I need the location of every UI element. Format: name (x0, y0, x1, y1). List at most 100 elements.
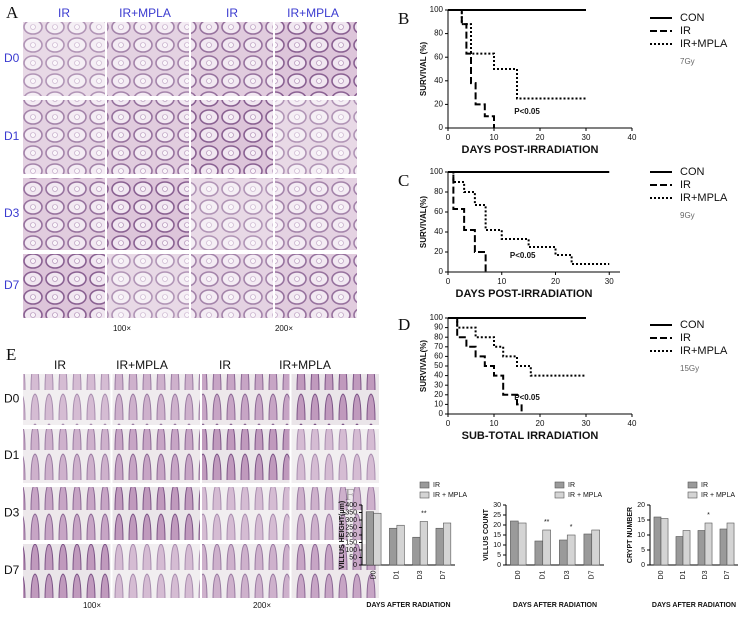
micrograph (275, 100, 357, 174)
bar (396, 524, 405, 566)
x-axis-label: DAYS AFTER RADIATION (652, 602, 736, 609)
y-tick-label: 0 (439, 123, 444, 132)
bar (704, 522, 713, 566)
y-tick-label: 50 (349, 554, 357, 561)
y-tick-label: 100 (430, 167, 444, 176)
y-tick-label: 15 (493, 532, 501, 539)
y-tick-label: 80 (434, 187, 443, 196)
y-tick-label: 80 (434, 332, 443, 341)
panel-label: C (398, 171, 409, 190)
x-tick-label: D3 (702, 570, 709, 579)
y-tick-label: 20 (434, 100, 443, 109)
panel-label: A (6, 3, 19, 22)
micrograph (191, 178, 273, 250)
x-tick-label: 10 (497, 277, 506, 286)
row-label: D1 (4, 448, 20, 462)
magnification: 100× (83, 601, 101, 610)
y-tick-label: 80 (434, 29, 443, 38)
y-tick-label: 30 (493, 502, 501, 509)
x-axis-label: DAYS POST-IRRADIATION (456, 288, 593, 300)
x-tick-label: 0 (446, 419, 451, 428)
bar (591, 529, 600, 566)
y-tick-label: 250 (345, 524, 357, 531)
panel-label: B (398, 9, 409, 28)
x-axis-label: SUB-TOTAL IRRADIATION (462, 430, 599, 442)
y-tick-label: 90 (434, 323, 443, 332)
panel-label: D (398, 315, 410, 334)
bar (566, 534, 576, 566)
bar (534, 540, 544, 566)
micrograph (23, 22, 105, 96)
y-axis-label: CRYPT NUMBER (627, 507, 634, 563)
x-tick-label: 0 (446, 133, 451, 142)
x-tick-label: D1 (680, 570, 687, 579)
x-tick-label: 30 (582, 133, 591, 142)
y-tick-label: 0 (353, 562, 357, 569)
bar (435, 527, 444, 566)
legend-swatch (554, 481, 565, 489)
micrograph (112, 487, 200, 540)
micrograph (23, 544, 111, 598)
micrograph (107, 22, 189, 96)
y-tick-label: 0 (497, 562, 501, 569)
significance: * (570, 524, 573, 531)
x-tick-label: D0 (658, 570, 665, 579)
significance: ** (421, 510, 427, 517)
micrograph (107, 254, 189, 318)
column-header: IR (54, 358, 66, 372)
legend-swatch (554, 491, 565, 499)
y-tick-label: 20 (434, 247, 443, 256)
micrograph (23, 254, 105, 318)
micrograph (23, 429, 111, 483)
bar (389, 527, 398, 566)
row-label: D0 (4, 51, 20, 65)
legend-label: IR (680, 25, 691, 37)
survival-line (448, 317, 523, 414)
y-axis-label: SURVIVAL (%) (419, 42, 428, 97)
micrograph (23, 178, 105, 250)
significance: * (707, 512, 710, 519)
x-tick-label: D3 (417, 570, 424, 579)
column-header: IR+MPLA (287, 6, 339, 20)
annotation: P<0.05 (514, 107, 540, 116)
micrograph (112, 544, 200, 598)
subtitle: 9Gy (680, 211, 695, 220)
bar (653, 516, 662, 566)
y-tick-label: 100 (430, 5, 444, 14)
y-axis-label: VILLUS COUNT (483, 508, 490, 560)
bar (412, 536, 421, 566)
bar (373, 512, 382, 566)
bar (719, 528, 728, 566)
y-tick-label: 25 (493, 512, 501, 519)
y-tick-label: 200 (345, 532, 357, 539)
magnification: 200× (253, 601, 271, 610)
micrograph (112, 429, 200, 483)
x-tick-label: D7 (440, 570, 447, 579)
micrograph (23, 100, 105, 174)
x-tick-label: 30 (605, 277, 614, 286)
micrograph (291, 374, 379, 425)
bar (559, 539, 568, 566)
bar (583, 533, 593, 566)
micrograph (23, 487, 111, 540)
row-label: D3 (4, 206, 20, 220)
row-label: D7 (4, 278, 20, 292)
bar (660, 518, 669, 566)
x-tick-label: 40 (628, 133, 637, 142)
legend-label: IR (701, 482, 708, 489)
y-tick-label: 100 (345, 547, 357, 554)
micrograph (275, 254, 357, 318)
row-label: D1 (4, 129, 20, 143)
y-tick-label: 400 (345, 502, 357, 509)
row-label: D3 (4, 506, 20, 520)
x-tick-label: 20 (536, 133, 545, 142)
x-axis-label: DAYS AFTER RADIATION (513, 602, 597, 609)
micrograph (112, 374, 200, 425)
legend-label: IR + MPLA (568, 492, 602, 499)
legend-label: IR + MPLA (433, 492, 467, 499)
micrograph (23, 374, 111, 425)
y-tick-label: 60 (434, 52, 443, 61)
x-axis-label: DAYS POST-IRRADIATION (462, 144, 599, 156)
y-tick-label: 50 (434, 361, 443, 370)
survival-line (448, 171, 487, 272)
